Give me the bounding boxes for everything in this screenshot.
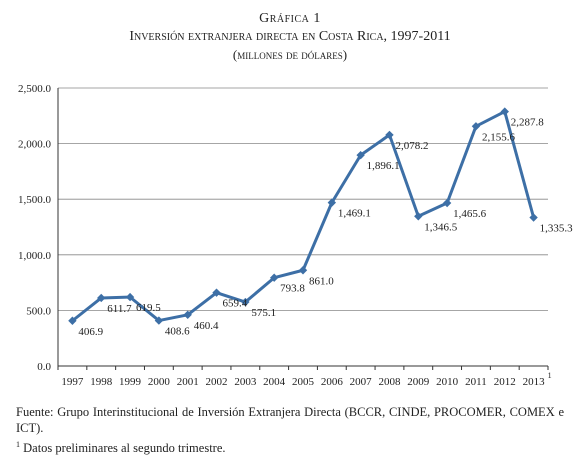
data-points [68, 107, 538, 325]
y-tick-label: 1,500.0 [18, 194, 52, 206]
x-tick-label: 1997 [61, 376, 84, 388]
data-label: 2,078.2 [395, 140, 428, 152]
y-tick-label: 2,500.0 [18, 83, 52, 95]
x-tick-label: 2001 [177, 376, 199, 388]
data-point-marker [471, 122, 481, 131]
x-tick-label: 2008 [378, 376, 401, 388]
x-tick-label: 2006 [321, 376, 344, 388]
y-tick-label: 1,000.0 [18, 250, 52, 262]
x-tick-label: 2007 [350, 376, 373, 388]
chart-unit-label: (millones de dólares) [232, 47, 348, 62]
data-label: 460.4 [194, 320, 219, 332]
data-label: 2,155.6 [482, 131, 516, 143]
source-ict: ICT [16, 421, 37, 435]
grid-lines [58, 87, 548, 311]
data-label: 408.6 [165, 326, 190, 338]
data-point-marker [68, 316, 77, 325]
y-axis-ticks: 0.0 500.0 1,000.0 1,500.0 2,000.0 2,500.0 [18, 83, 52, 373]
x-tick-label: 2000 [148, 376, 171, 388]
source-prefix: Fuente: Grupo Interinstitucional de Inve… [16, 405, 349, 419]
data-label: 1,346.5 [424, 221, 458, 233]
data-label: 1,335.3 [540, 223, 574, 235]
data-point-marker [212, 288, 221, 297]
x-tick-note-mark: 1 [548, 371, 552, 380]
footnote: 1 Datos preliminares al segundo trimestr… [16, 437, 564, 456]
x-tick-label: 2005 [292, 376, 315, 388]
data-point-marker [154, 316, 164, 325]
data-label: 861.0 [309, 275, 334, 287]
data-point-marker [414, 212, 423, 221]
y-tick-label: 0.0 [37, 361, 51, 373]
axes [57, 88, 549, 370]
x-tick-label: 2012 [494, 376, 516, 388]
x-axis-ticks: 1997 1998 1999 2000 2001 2002 2003 2004 2005 2006… [57, 366, 552, 388]
data-point-marker [500, 107, 509, 116]
data-label: 1,469.1 [338, 208, 371, 220]
data-point-marker [298, 266, 308, 275]
data-label: 1,896.1 [367, 160, 400, 172]
x-tick-label: 2009 [407, 376, 430, 388]
footnote-mark: 1 [16, 440, 20, 449]
data-point-marker [442, 198, 452, 208]
source-orgs: BCCR, CINDE, PROCOMER, COMEX [348, 405, 555, 419]
data-label: 575.1 [251, 307, 276, 319]
x-tick-label: 1998 [90, 376, 113, 388]
footnote-text: Datos preliminares al segundo trimestre. [20, 441, 226, 456]
data-label: 619.5 [136, 302, 161, 314]
data-point-marker [385, 130, 394, 140]
data-point-marker [529, 213, 538, 222]
data-label: 793.8 [280, 283, 305, 295]
x-tick-label: 1999 [119, 376, 142, 388]
source-and: e [554, 405, 564, 419]
data-point-marker [241, 297, 250, 307]
data-point-marker [356, 150, 365, 160]
source-suffix: ). [36, 421, 44, 435]
x-tick-label: 2004 [263, 376, 286, 388]
chart-title: Gráfica 1 [259, 11, 321, 26]
source-note: Fuente: Grupo Interinstitucional de Inve… [16, 404, 564, 436]
data-label: 659.4 [223, 298, 248, 310]
x-tick-label: 2011 [465, 376, 487, 388]
x-tick-label: 2003 [234, 376, 257, 388]
data-label: 611.7 [107, 303, 132, 315]
y-tick-label: 2,000.0 [18, 139, 52, 151]
y-tick-label: 500.0 [26, 305, 51, 317]
data-point-marker [327, 198, 337, 207]
data-label: 2,287.8 [511, 117, 545, 129]
data-point-marker [269, 273, 279, 282]
chart-subtitle: Inversión extranjera directa en Costa Ri… [129, 29, 451, 44]
line-chart: 0.0 500.0 1,000.0 1,500.0 2,000.0 2,500.0 199… [18, 83, 573, 388]
x-tick-label: 2002 [206, 376, 228, 388]
x-tick-label: 2010 [436, 376, 459, 388]
chart-titles: Gráfica 1 Inversión extranjera directa e… [0, 10, 580, 63]
data-label: 1,465.6 [453, 208, 487, 220]
x-tick-label: 2013 [523, 376, 546, 388]
data-label: 406.9 [78, 326, 103, 338]
data-point-marker [183, 310, 192, 320]
data-point-marker [125, 292, 135, 302]
data-point-marker [97, 293, 106, 303]
